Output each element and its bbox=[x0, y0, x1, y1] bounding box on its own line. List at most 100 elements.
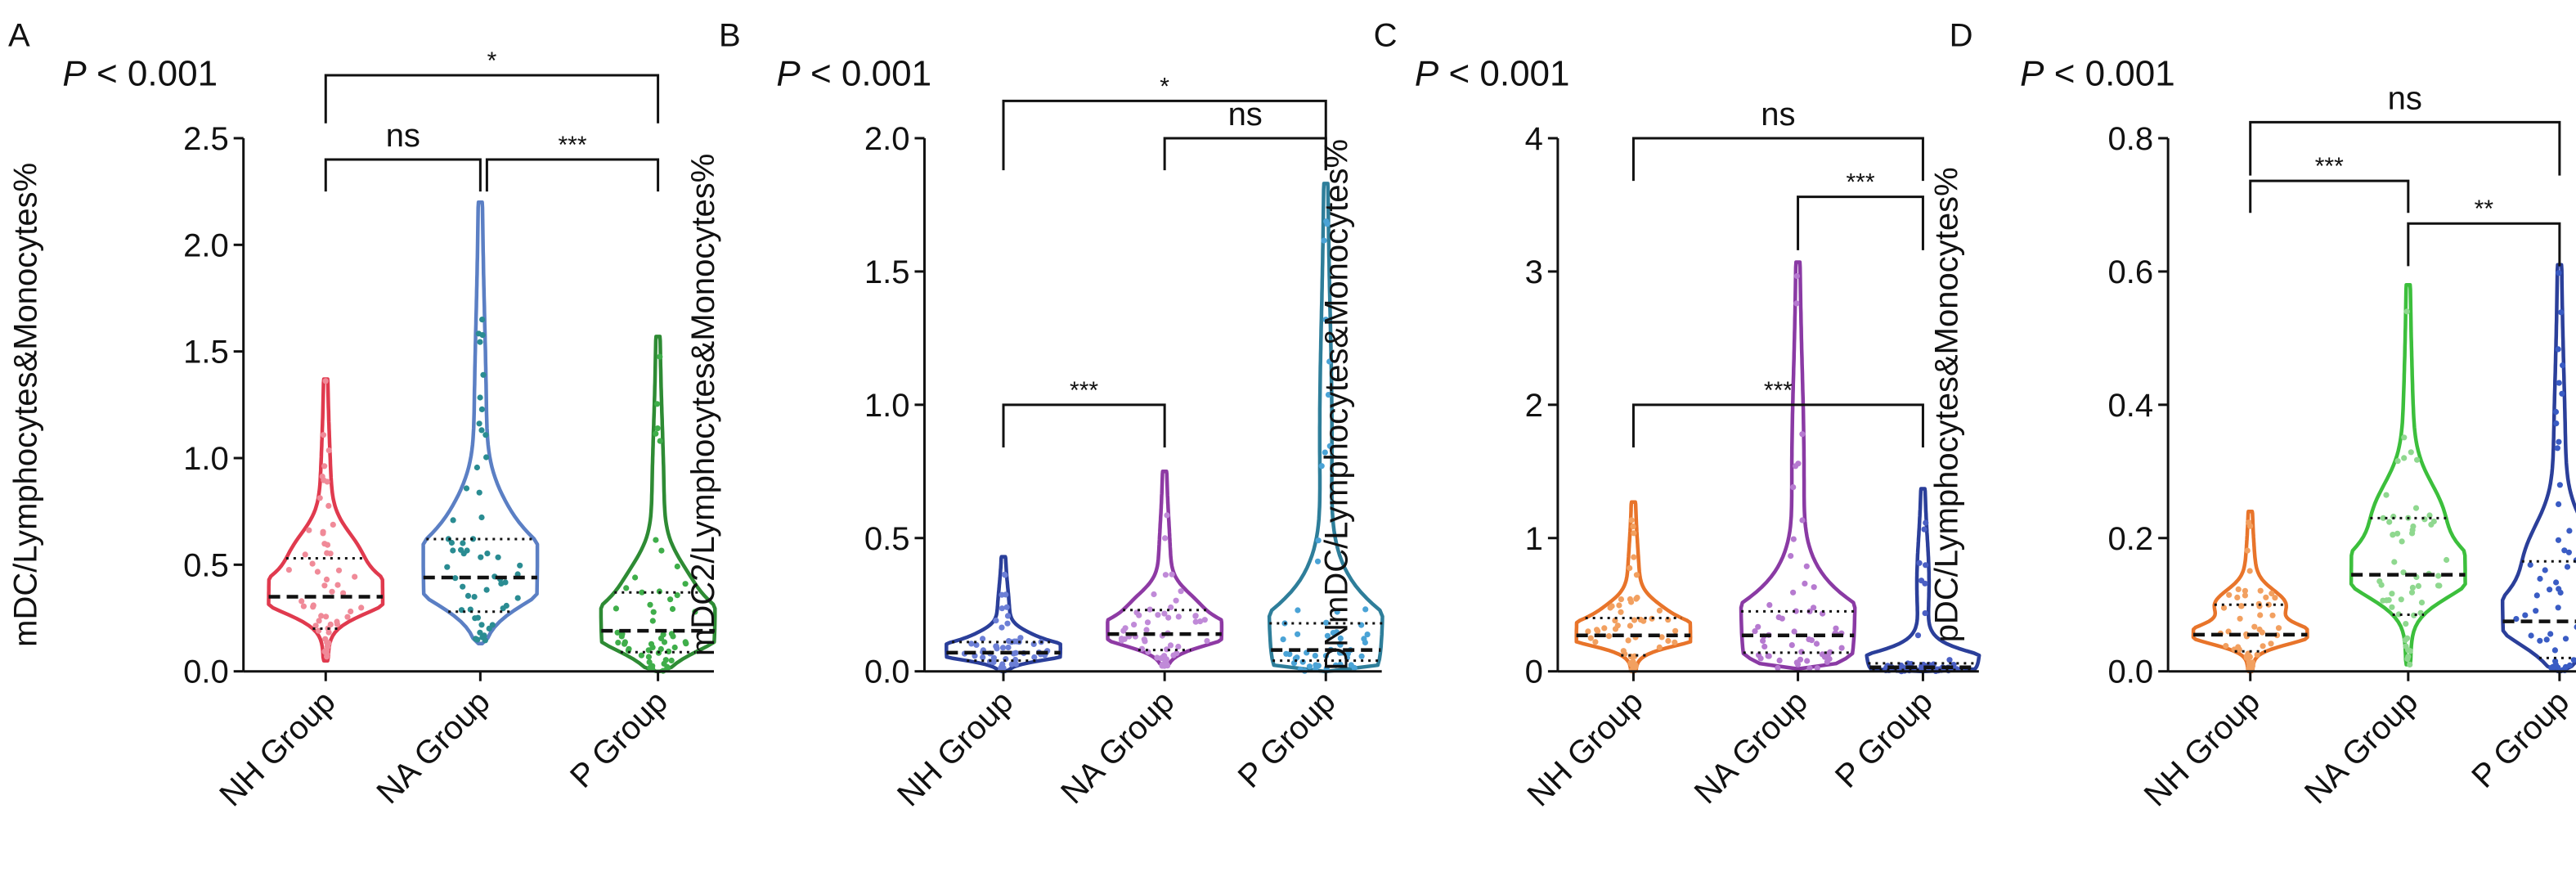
data-point bbox=[1143, 627, 1150, 633]
data-point bbox=[1144, 619, 1151, 626]
data-point bbox=[1294, 654, 1300, 661]
data-point bbox=[1625, 637, 1631, 644]
data-point bbox=[1921, 526, 1928, 533]
data-point bbox=[2265, 601, 2272, 608]
data-point bbox=[2561, 547, 2568, 554]
category-label: NH Group bbox=[891, 684, 1020, 813]
data-point bbox=[323, 576, 330, 583]
significance-label: ns bbox=[1761, 97, 1795, 133]
significance-bracket bbox=[2407, 222, 2561, 267]
data-point bbox=[2556, 438, 2562, 445]
data-point bbox=[1165, 614, 1172, 621]
data-point bbox=[2383, 492, 2390, 498]
data-point bbox=[483, 454, 490, 461]
data-point bbox=[482, 637, 489, 644]
data-point bbox=[2565, 549, 2572, 555]
data-point bbox=[323, 614, 330, 620]
data-point bbox=[2537, 575, 2543, 582]
significance-bracket bbox=[485, 158, 660, 192]
data-point bbox=[968, 641, 975, 647]
category-label: P Group bbox=[563, 684, 675, 795]
data-point bbox=[2237, 615, 2243, 622]
data-point bbox=[1175, 614, 1182, 620]
data-point bbox=[618, 633, 625, 640]
data-point bbox=[450, 517, 456, 524]
violin-p-group bbox=[599, 335, 717, 673]
data-point bbox=[2234, 594, 2241, 601]
data-point bbox=[1819, 651, 1826, 658]
significance-bracket bbox=[2249, 179, 2410, 214]
data-point bbox=[674, 563, 680, 570]
y-tick-label: 0.4 bbox=[2108, 388, 2154, 424]
data-point bbox=[2533, 608, 2539, 614]
data-point bbox=[2410, 523, 2417, 530]
data-point bbox=[477, 394, 483, 401]
data-point bbox=[448, 539, 456, 546]
data-point bbox=[463, 485, 470, 492]
data-point bbox=[1665, 637, 1672, 645]
data-point bbox=[1923, 519, 1929, 526]
violin-na-group bbox=[2349, 282, 2467, 667]
data-point bbox=[1803, 563, 1810, 569]
violin-nh-group bbox=[2191, 509, 2309, 673]
data-point bbox=[1336, 650, 1344, 656]
data-point bbox=[2570, 657, 2576, 663]
p-value-label: P < 0.001 bbox=[2020, 54, 2175, 94]
y-tick-label: 1.5 bbox=[864, 254, 910, 290]
data-point bbox=[1814, 665, 1820, 672]
data-point bbox=[477, 339, 483, 345]
data-point bbox=[514, 595, 521, 601]
data-point bbox=[1162, 535, 1169, 542]
data-point bbox=[1806, 665, 1813, 672]
violin-na-group bbox=[1106, 470, 1224, 668]
data-point bbox=[2402, 636, 2408, 644]
data-point bbox=[1658, 634, 1665, 641]
data-point bbox=[2553, 579, 2560, 586]
data-point bbox=[1325, 392, 1332, 398]
data-point bbox=[2394, 530, 2401, 537]
data-point bbox=[1627, 623, 1633, 629]
significance-bracket bbox=[1163, 137, 1327, 171]
data-point bbox=[1790, 484, 1797, 491]
data-point bbox=[1197, 618, 1204, 625]
y-tick-label: 0.5 bbox=[864, 521, 910, 557]
data-point bbox=[1155, 612, 1161, 618]
data-point bbox=[2444, 556, 2450, 564]
data-point bbox=[1142, 638, 1148, 645]
data-point bbox=[2558, 309, 2565, 316]
data-point bbox=[1162, 572, 1169, 578]
data-point bbox=[2242, 592, 2248, 599]
data-point bbox=[310, 604, 316, 610]
data-point bbox=[300, 603, 307, 609]
data-point bbox=[661, 639, 668, 645]
data-point bbox=[1946, 657, 1953, 663]
data-point bbox=[1118, 637, 1125, 644]
data-point bbox=[2560, 362, 2566, 369]
panel-letter: D bbox=[1950, 17, 1973, 53]
data-point bbox=[1306, 663, 1313, 670]
data-point bbox=[316, 618, 322, 624]
data-point bbox=[1161, 656, 1168, 663]
data-point bbox=[1131, 622, 1138, 628]
data-point bbox=[2269, 612, 2276, 618]
data-point bbox=[478, 406, 486, 412]
data-point bbox=[1766, 602, 1773, 609]
data-point bbox=[352, 573, 358, 580]
data-point bbox=[309, 560, 316, 567]
data-point bbox=[2398, 596, 2404, 603]
data-point bbox=[489, 622, 496, 628]
category-label: NA Group bbox=[1054, 684, 1181, 811]
data-point bbox=[1788, 642, 1795, 649]
data-point bbox=[646, 659, 653, 666]
data-point bbox=[653, 430, 659, 437]
data-point bbox=[670, 633, 676, 640]
panel-letter: B bbox=[719, 17, 741, 53]
category-label: P Group bbox=[2465, 684, 2576, 795]
data-point bbox=[1192, 613, 1199, 619]
data-point bbox=[1838, 645, 1845, 651]
data-point bbox=[2513, 616, 2520, 623]
data-point bbox=[2522, 612, 2529, 618]
data-point bbox=[478, 622, 485, 628]
data-point bbox=[1336, 641, 1343, 647]
data-point bbox=[1811, 605, 1817, 611]
